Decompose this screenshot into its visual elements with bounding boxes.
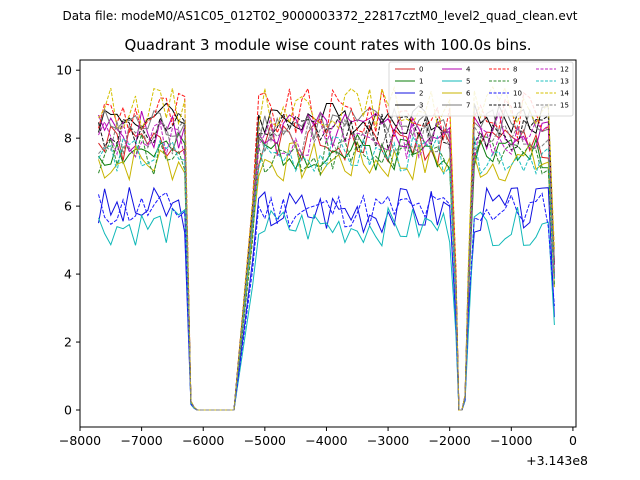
series-layer (98, 85, 555, 411)
series-line-6 (98, 141, 555, 411)
legend-label: 0 (419, 66, 423, 74)
x-tick-label: −8000 (59, 433, 101, 448)
x-offset-label: +3.143e8 (526, 453, 588, 468)
legend-box (388, 61, 574, 117)
legend-label: 14 (560, 90, 569, 98)
y-tick-label: 4 (64, 267, 72, 282)
series-line-2 (98, 186, 555, 411)
legend-label: 5 (466, 78, 470, 86)
x-tick-label: −5000 (244, 433, 286, 448)
y-tick-label: 6 (64, 199, 72, 214)
suptitle: Data file: modeM0/AS1C05_012T02_90000033… (62, 9, 577, 23)
series-line-0 (98, 122, 555, 411)
x-tick-label: −1000 (490, 433, 532, 448)
series-line-9 (98, 133, 555, 411)
legend-label: 15 (560, 102, 569, 110)
legend-label: 8 (513, 66, 517, 74)
legend-label: 13 (560, 78, 569, 86)
x-tick-label: −2000 (429, 433, 471, 448)
legend-label: 12 (560, 66, 569, 74)
x-tick-label: −6000 (182, 433, 224, 448)
x-tick-label: −7000 (120, 433, 162, 448)
chart-title: Quadrant 3 module wise count rates with … (124, 36, 531, 54)
series-line-10 (98, 191, 555, 411)
plot-area: −8000 −7000 −6000 −5000 −4000 −3000 −2000 −1000… (56, 59, 588, 468)
series-line-11 (98, 111, 555, 411)
y-tick-label: 0 (64, 403, 72, 418)
series-line-3 (98, 102, 555, 411)
legend-label: 1 (419, 78, 423, 86)
legend-label: 11 (513, 102, 522, 110)
y-axis: 0 2 4 6 8 10 (56, 63, 80, 418)
legend-label: 3 (419, 102, 423, 110)
legend-label: 9 (513, 78, 517, 86)
x-tick-label: −4000 (305, 433, 347, 448)
y-tick-label: 2 (64, 335, 72, 350)
y-tick-label: 10 (56, 63, 72, 78)
axes-frame (79, 59, 577, 428)
legend-label: 7 (466, 102, 470, 110)
y-tick-label: 8 (64, 131, 72, 146)
series-line-5 (98, 206, 555, 411)
legend-label: 10 (513, 90, 522, 98)
series-line-1 (98, 131, 555, 411)
legend-label: 4 (466, 66, 471, 74)
x-tick-label: 0 (569, 433, 577, 448)
legend-label: 6 (466, 90, 471, 98)
legend-label: 2 (419, 90, 423, 98)
series-line-15 (98, 118, 555, 411)
x-axis: −8000 −7000 −6000 −5000 −4000 −3000 −2000 −1000… (59, 427, 577, 448)
x-tick-label: −3000 (367, 433, 409, 448)
